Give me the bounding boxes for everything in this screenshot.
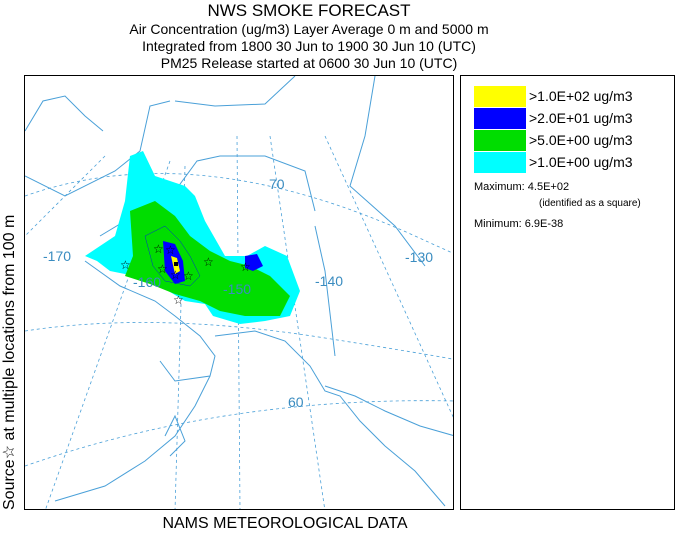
- coast-alaska-west: [84, 260, 216, 382]
- map-svg: ☆ ☆ ☆ ☆ ☆ ☆ ☆ ☆ ☆: [25, 76, 453, 509]
- source-star-3: ☆: [165, 243, 176, 257]
- coast-aleutian-chain: [54, 375, 211, 502]
- coastlines: [25, 76, 453, 507]
- source-star-8: ☆: [240, 260, 251, 274]
- coast-panhandle: [324, 385, 453, 436]
- parallel-70: [25, 173, 453, 254]
- subtitle-line-1: Air Concentration (ug/m3) Layer Average …: [129, 21, 489, 37]
- source-star-1: ☆: [120, 258, 131, 272]
- legend-label-1: >1.0E+02 ug/m3: [529, 88, 633, 104]
- plume-contour-east: [245, 254, 263, 271]
- lat-label-70n: 70: [269, 176, 285, 192]
- lon-label-140w: -140: [315, 273, 344, 289]
- maximum-square: [174, 262, 178, 266]
- footer-label: NAMS METEOROLOGICAL DATA: [162, 515, 408, 532]
- legend-swatch-1: [474, 86, 526, 107]
- coast-gulf-of-alaska: [214, 330, 446, 507]
- legend-swatch-3: [474, 130, 526, 151]
- lon-label-150w: -150: [223, 281, 252, 297]
- map-panel: ☆ ☆ ☆ ☆ ☆ ☆ ☆ ☆ ☆ -170 -160 -150 -140 -1…: [24, 75, 454, 510]
- meridian-130: [324, 135, 453, 418]
- lon-label-170w: -170: [43, 248, 72, 264]
- source-star-2: ☆: [153, 242, 164, 256]
- source-star-7: ☆: [203, 255, 214, 269]
- smoke-plume: [85, 151, 300, 324]
- subtitle-line-2: Integrated from 1800 30 Jun to 1900 30 J…: [142, 38, 476, 54]
- source-star-5: ☆: [170, 268, 181, 282]
- source-star-6: ☆: [183, 269, 194, 283]
- subtitle-line-3: PM25 Release started at 0600 30 Jun 10 (…: [160, 55, 458, 71]
- parallel-65: [25, 322, 453, 360]
- legend-label-4: >1.0E+00 ug/m3: [529, 154, 633, 170]
- border-alaska-canada: [314, 225, 336, 357]
- chart-title: NWS SMOKE FORECAST: [207, 1, 411, 20]
- legend-maximum-note: (identified as a square): [539, 198, 641, 209]
- lon-label-130w: -130: [405, 249, 434, 265]
- coast-canada-arctic: [349, 76, 426, 267]
- lon-label-160w: -160: [133, 274, 162, 290]
- source-side-label: Source☆ at multiple locations from 100 m: [1, 214, 18, 510]
- meridian-140: [269, 135, 326, 509]
- legend-label-2: >2.0E+01 ug/m3: [529, 110, 633, 126]
- legend-label-3: >5.0E+00 ug/m3: [529, 132, 633, 148]
- coast-arctic-shelf: [174, 76, 296, 107]
- source-star-4: ☆: [157, 262, 168, 276]
- lat-label-60n: 60: [288, 394, 304, 410]
- legend-panel: >1.0E+02 ug/m3 >2.0E+01 ug/m3 >5.0E+00 u…: [460, 75, 675, 510]
- coast-chukotka: [25, 100, 171, 197]
- source-star-9: ☆: [173, 293, 184, 307]
- legend-swatch-2: [474, 108, 526, 129]
- legend-swatch-4: [474, 152, 526, 173]
- coast-siberia: [25, 95, 104, 132]
- source-stars: ☆ ☆ ☆ ☆ ☆ ☆ ☆ ☆ ☆: [120, 242, 251, 307]
- legend-maximum: Maximum: 4.5E+02: [474, 181, 570, 193]
- legend-minimum: Minimum: 6.9E-38: [474, 218, 564, 230]
